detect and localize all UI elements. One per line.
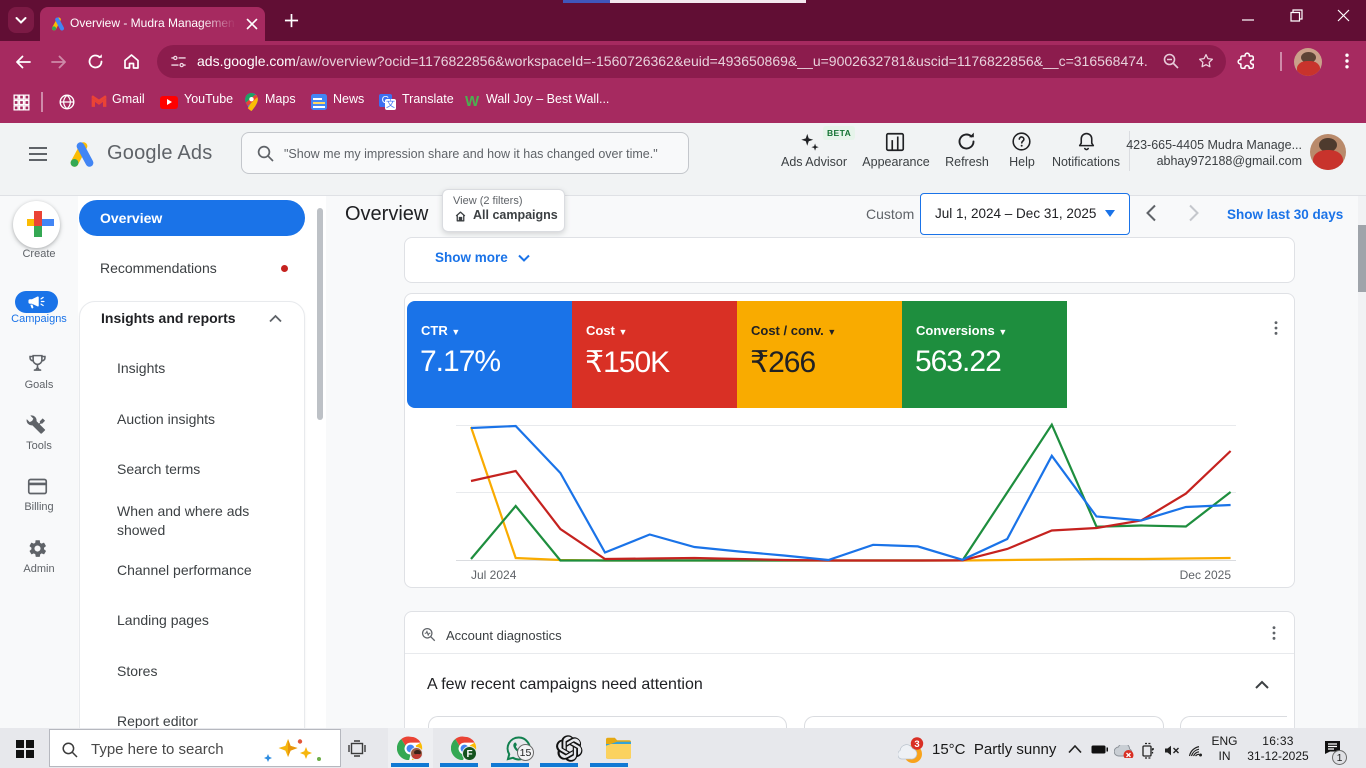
svg-text:Jul 2024: Jul 2024: [471, 568, 517, 582]
svg-text:Dec 2025: Dec 2025: [1180, 568, 1232, 582]
svg-text:3: 3: [914, 739, 919, 750]
